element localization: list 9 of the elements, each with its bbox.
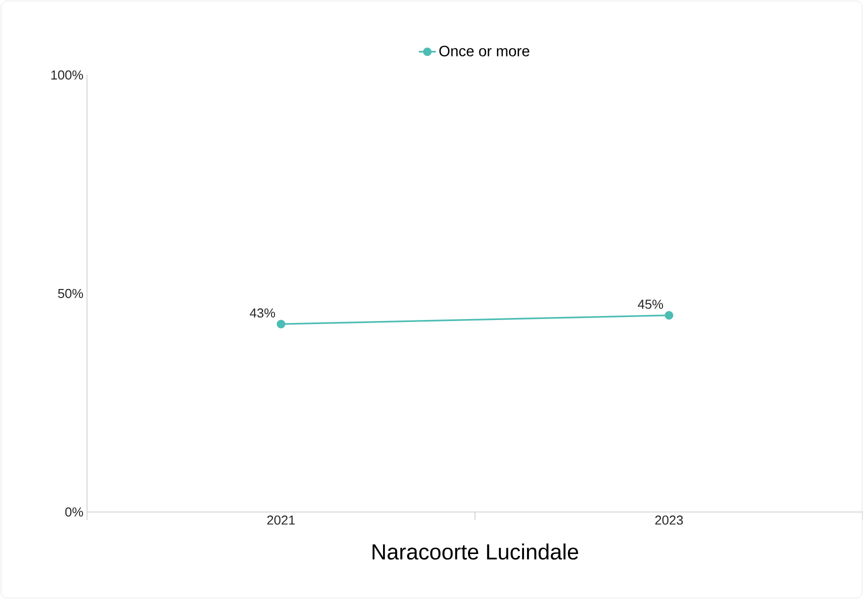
- y-tick-label: 0%: [65, 507, 84, 517]
- data-label: 45%: [638, 300, 664, 309]
- y-tick-label: 50%: [58, 288, 84, 298]
- x-tick-label: 2023: [655, 516, 683, 525]
- data-label: 43%: [250, 308, 276, 318]
- y-tick-label: 100%: [51, 70, 84, 80]
- x-tick-label: 2021: [267, 516, 295, 525]
- legend-label: Once or more: [439, 46, 530, 56]
- x-axis-title: Naracoorte Lucindale: [372, 544, 578, 560]
